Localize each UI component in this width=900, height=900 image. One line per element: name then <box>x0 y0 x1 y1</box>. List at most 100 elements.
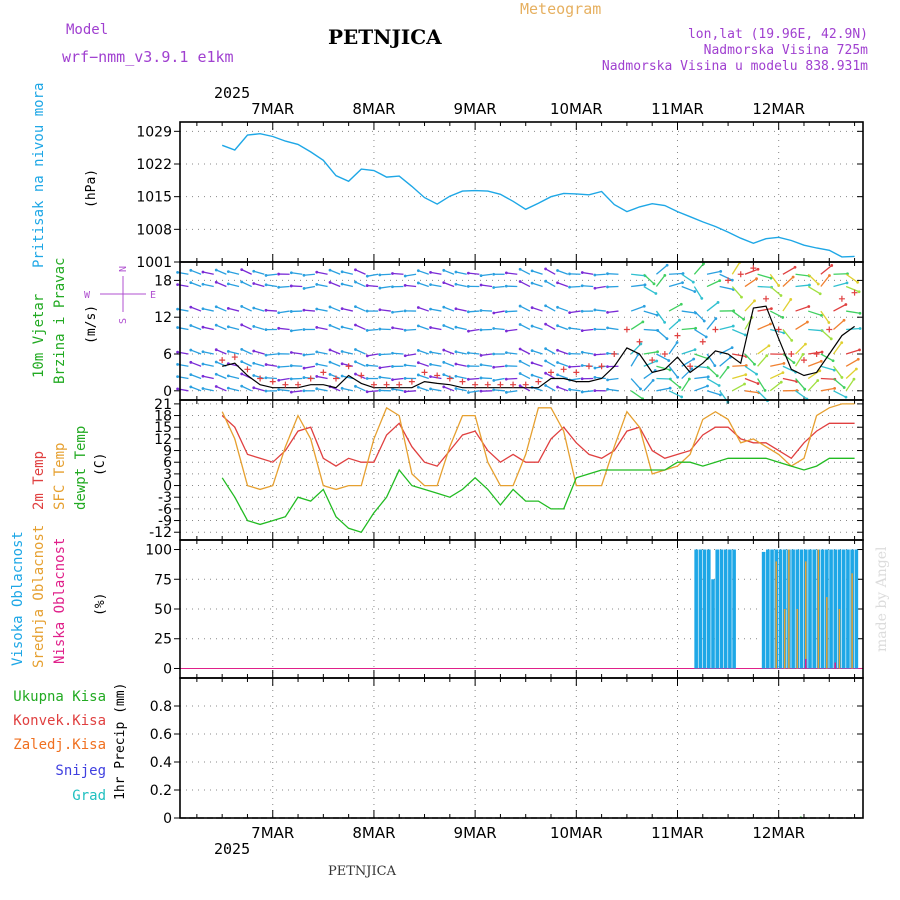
wind-barb <box>845 358 859 367</box>
wind-barb <box>215 324 227 331</box>
wind-barb <box>291 285 303 288</box>
wind-barb-head <box>743 382 746 386</box>
wind-barb-head <box>767 344 771 348</box>
wind-barb <box>582 351 594 355</box>
wind-barb-head <box>403 376 407 380</box>
wind-barb-head <box>252 349 256 353</box>
wind-barb-head <box>467 329 470 333</box>
wind-barb-head <box>718 279 722 283</box>
wind-barb-head <box>556 305 559 309</box>
wind-barb-head <box>580 377 584 381</box>
wind-barb-head <box>289 329 293 333</box>
high-cloud-bar <box>778 549 783 669</box>
pressure-line <box>221 132 855 258</box>
wind-gust-marker <box>522 381 529 388</box>
wind-barb <box>694 353 708 360</box>
wind-barb-head <box>252 306 256 310</box>
wind-barb-head <box>467 391 470 394</box>
wind-gust-marker <box>244 366 251 373</box>
mid-cloud-bar <box>796 609 799 669</box>
wind-barb <box>481 364 493 367</box>
wind-barb-head <box>568 326 572 330</box>
wind-barb <box>392 377 404 381</box>
wind-barb-head <box>806 320 809 324</box>
wind-barb <box>545 323 556 331</box>
high-cloud-bar <box>854 549 859 669</box>
wind-gust-marker <box>307 375 314 382</box>
precip-frame <box>179 677 864 819</box>
wind-barb <box>430 375 442 380</box>
wind-barb <box>278 327 290 331</box>
wind-barb-head <box>492 379 496 382</box>
wind-barb-head <box>556 385 559 389</box>
x-label-top: 10MAR <box>550 100 603 118</box>
wind-barb-head <box>845 281 849 285</box>
wind-barb <box>405 328 417 331</box>
wind-barb <box>630 305 645 312</box>
wind-barb <box>480 309 493 312</box>
wind-barb <box>506 310 518 313</box>
high-cloud-bar <box>728 549 732 669</box>
wind-barb <box>355 305 366 312</box>
wind-barb-head <box>830 264 834 267</box>
wind-gust-marker <box>510 381 517 388</box>
wind-barb <box>202 308 214 312</box>
wind-barb-head <box>655 313 659 317</box>
wind-barb-head <box>715 374 719 378</box>
wind-barb-head <box>479 283 483 287</box>
wind-barb <box>832 342 843 355</box>
wind-barb <box>303 285 316 290</box>
wind-barb-head <box>315 375 319 378</box>
wind-barb-head <box>852 377 856 381</box>
wind-barb-head <box>702 319 706 323</box>
wind-barb <box>757 378 766 391</box>
temp2m-line <box>221 415 855 467</box>
wind-barb-head <box>679 302 683 306</box>
wind-barb <box>807 273 819 285</box>
wind-barb-head <box>744 373 748 377</box>
wind-barb <box>443 269 455 275</box>
wind-barb <box>190 373 202 380</box>
wind-barb-head <box>328 373 332 376</box>
wind-barb-head <box>201 307 205 311</box>
wind-barb <box>455 375 467 380</box>
compass-arrows-icon <box>100 276 146 312</box>
wind-barb <box>569 365 581 368</box>
wind-barb-head <box>277 365 281 369</box>
wind-barb-head <box>466 284 470 288</box>
wind-barb <box>329 281 341 288</box>
wind-barb-head <box>365 390 369 394</box>
wind-barb-head <box>454 325 458 329</box>
wind-barb <box>455 351 467 355</box>
wind-barb <box>278 377 290 381</box>
wind-barb <box>846 310 861 314</box>
wind-barb-head <box>264 328 268 332</box>
wind-barb <box>807 310 822 317</box>
wind-ytick-label: 18 <box>154 273 172 289</box>
wind-barb <box>757 345 770 355</box>
wind-barb-head <box>442 268 446 272</box>
wind-barb <box>545 268 556 275</box>
wind-barb-head <box>606 326 609 330</box>
wind-barb <box>531 349 543 355</box>
wind-barb-head <box>429 283 432 287</box>
wind-barb-head <box>340 307 344 310</box>
wind-barb-head <box>340 374 344 378</box>
wind-barb <box>845 378 855 392</box>
wind-barb <box>303 365 316 369</box>
wind-barb <box>681 273 694 283</box>
wind-barb-head <box>176 326 179 329</box>
wind-barb <box>202 351 214 355</box>
wind-barb-head <box>492 388 496 392</box>
wind-gust-marker <box>383 381 390 388</box>
wind-barb <box>630 378 641 390</box>
wind-barb-head <box>504 364 508 368</box>
wind-barb <box>807 285 821 295</box>
wind-gust-marker <box>269 378 276 385</box>
wind-barb-head <box>687 377 691 381</box>
wind-barb-head <box>753 362 756 366</box>
wind-barb-head <box>240 305 244 308</box>
precip-label-conv: Konvek.Kisa <box>13 713 106 729</box>
wind-gust-marker <box>763 295 770 302</box>
wind-barb <box>782 365 796 373</box>
